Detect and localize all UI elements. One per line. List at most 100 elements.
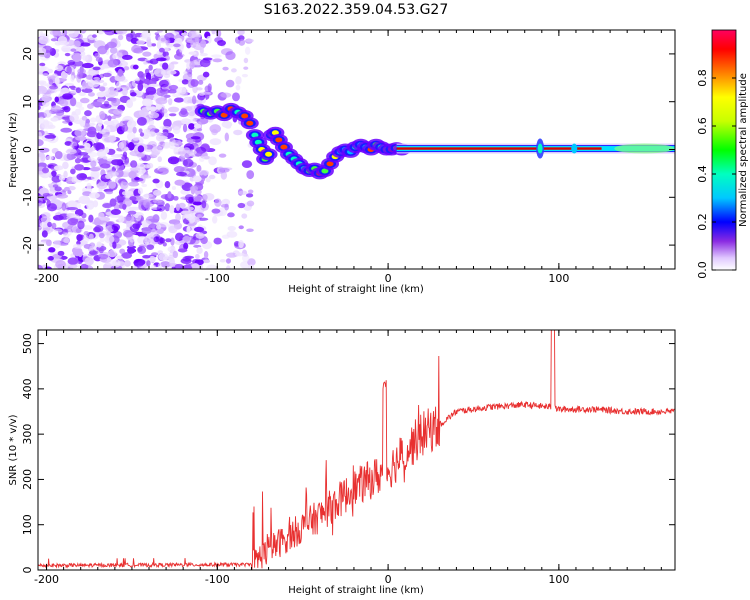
spectrogram-noise-cell	[97, 45, 108, 55]
spectrogram-noise-cell	[125, 192, 131, 199]
spectrogram-noise-cell	[173, 195, 179, 201]
spectrogram-noise-cell	[225, 265, 231, 269]
spectrogram-noise-cell	[88, 250, 98, 255]
spectrogram-noise-cell	[167, 156, 180, 165]
spectrogram-noise-cell	[97, 253, 109, 260]
colorbar-ticks: 0.0 0.2 0.4 0.6 0.8	[696, 69, 736, 279]
spectrogram-noise-cell	[198, 169, 209, 177]
spectrogram-noise-cell	[98, 86, 106, 92]
spectrogram-noise-cell	[46, 155, 54, 161]
spectrogram-noise-cell	[169, 205, 175, 214]
spectrogram-band-disturbance-core	[537, 143, 543, 154]
spectrogram-noise-cell	[80, 263, 89, 269]
spectrogram-noise-cell	[160, 37, 166, 42]
spectrogram-noise-cell	[79, 97, 90, 104]
spectrogram-noise-cell	[109, 198, 117, 207]
spectrogram-noise-cell	[141, 98, 153, 107]
colorbar-tick-label: 0.8	[696, 69, 709, 87]
spectrogram-noise-cell	[199, 46, 204, 55]
spectrogram-noise-cell	[142, 51, 152, 57]
spectrogram-ridge-core	[321, 168, 329, 174]
snr-xlabel: Height of straight line (km)	[288, 585, 424, 596]
colorbar-label: Normalized spectral amplitude	[738, 73, 749, 227]
spectrogram-band-fade	[614, 143, 675, 154]
spectrogram-noise-cell	[152, 189, 162, 196]
spectrogram-noise-cell	[102, 134, 114, 143]
spectrogram-noise-cell	[186, 61, 191, 70]
spectrogram-noise-cell	[199, 53, 208, 57]
spectrogram-noise-cell	[50, 117, 59, 122]
colorbar-gradient	[712, 30, 736, 270]
spectrogram-noise-cell	[185, 194, 194, 201]
spectrogram-noise-cell	[129, 196, 137, 201]
spectrogram-noise-cell	[167, 89, 178, 94]
spectrogram-noise-cell	[89, 192, 100, 199]
spectrogram-noise-cell	[164, 203, 171, 212]
spectrogram-noise-cell	[57, 250, 65, 256]
spectrogram-noise-cell	[222, 66, 229, 71]
spectrogram-noise-cell	[64, 52, 71, 57]
spectrogram-noise-cell	[133, 47, 144, 54]
spectrogram-noise-cell	[156, 30, 163, 33]
spectrogram-noise-cell	[186, 225, 191, 234]
spectrogram-noise-cell	[59, 99, 69, 107]
spectrogram-noise-cell	[220, 92, 232, 98]
spectrogram-noise-cell	[78, 195, 91, 205]
spectrogram-noise-cell	[69, 264, 78, 269]
spectrogram-noise-cell	[67, 217, 79, 226]
spectrogram-noise-cell	[217, 39, 227, 46]
spectrogram-noise-cell	[106, 220, 115, 226]
spectrogram-noise-cell	[213, 237, 222, 245]
spectrogram-noise-cell	[98, 212, 105, 221]
spectrogram-noise-cell	[198, 79, 204, 85]
snr-series-line	[38, 330, 675, 570]
spectrogram-noise-cell	[231, 68, 237, 73]
spectrogram-noise-cell	[193, 123, 202, 129]
spectrogram-noise-cell	[66, 66, 72, 75]
spectrogram-noise-cell	[202, 71, 210, 78]
spectrogram-noise-cell	[202, 155, 211, 160]
spectrogram-noise-cell	[99, 110, 106, 120]
spectrogram-noise-cell	[202, 259, 211, 264]
spectrogram-noise-cell	[42, 89, 52, 98]
spectrogram-noise-cell	[114, 89, 119, 97]
spectrogram-noise-cell	[125, 214, 132, 222]
spectrogram-noise-cell	[122, 151, 128, 158]
spectrogram-noise-cell	[74, 158, 81, 164]
spectrogram-noise-cell	[55, 260, 66, 269]
spectrogram-noise-cell	[102, 72, 112, 78]
spectrogram-noise-cell	[211, 128, 218, 136]
snr-ytick-label: 200	[21, 469, 34, 490]
spectrogram-noise-cell	[52, 30, 61, 36]
spectrogram-ridge-core	[271, 130, 279, 136]
spectrogram-noise-cell	[227, 212, 235, 218]
spectrogram-noise-cell	[108, 180, 117, 189]
spectrogram-noise-cell	[232, 92, 240, 102]
spectrogram-noise-cell	[120, 181, 129, 191]
spectrogram-noise-cell	[97, 158, 108, 165]
spectrogram-noise-cell	[167, 246, 176, 253]
spectrogram-noise-cell	[111, 223, 121, 231]
spectrogram-noise-cell	[234, 252, 245, 257]
spectrogram-noise-cell	[124, 260, 131, 267]
spectrogram-noise-cell	[81, 154, 91, 163]
spectrogram-noise-cell	[62, 93, 73, 100]
spectrogram-noise-cell	[86, 71, 97, 76]
spectrogram-noise-cell	[235, 75, 242, 85]
spectrogram-noise-cell	[106, 171, 119, 177]
spectrogram-noise-cell	[139, 132, 145, 137]
spectrogram-noise-cell	[206, 264, 218, 269]
spectrogram-noise-cell	[112, 241, 117, 249]
spectrogram-noise-cell	[98, 232, 105, 239]
spectrogram-noise-cell	[238, 225, 244, 230]
spectrogram-noise-cell	[155, 97, 168, 105]
spectrogram-noise-cell	[207, 83, 212, 93]
spectrogram-noise-cell	[130, 160, 138, 168]
spectrogram-noise-cell	[70, 168, 76, 175]
spectrogram-noise-cell	[48, 79, 54, 85]
spectrogram-noise-cell	[123, 66, 130, 71]
spectrogram-noise-cell	[183, 96, 193, 104]
spectrogram-noise-cell	[132, 126, 137, 134]
spectrogram-noise-cell	[159, 125, 171, 130]
spectrogram-noise-cell	[193, 226, 205, 233]
